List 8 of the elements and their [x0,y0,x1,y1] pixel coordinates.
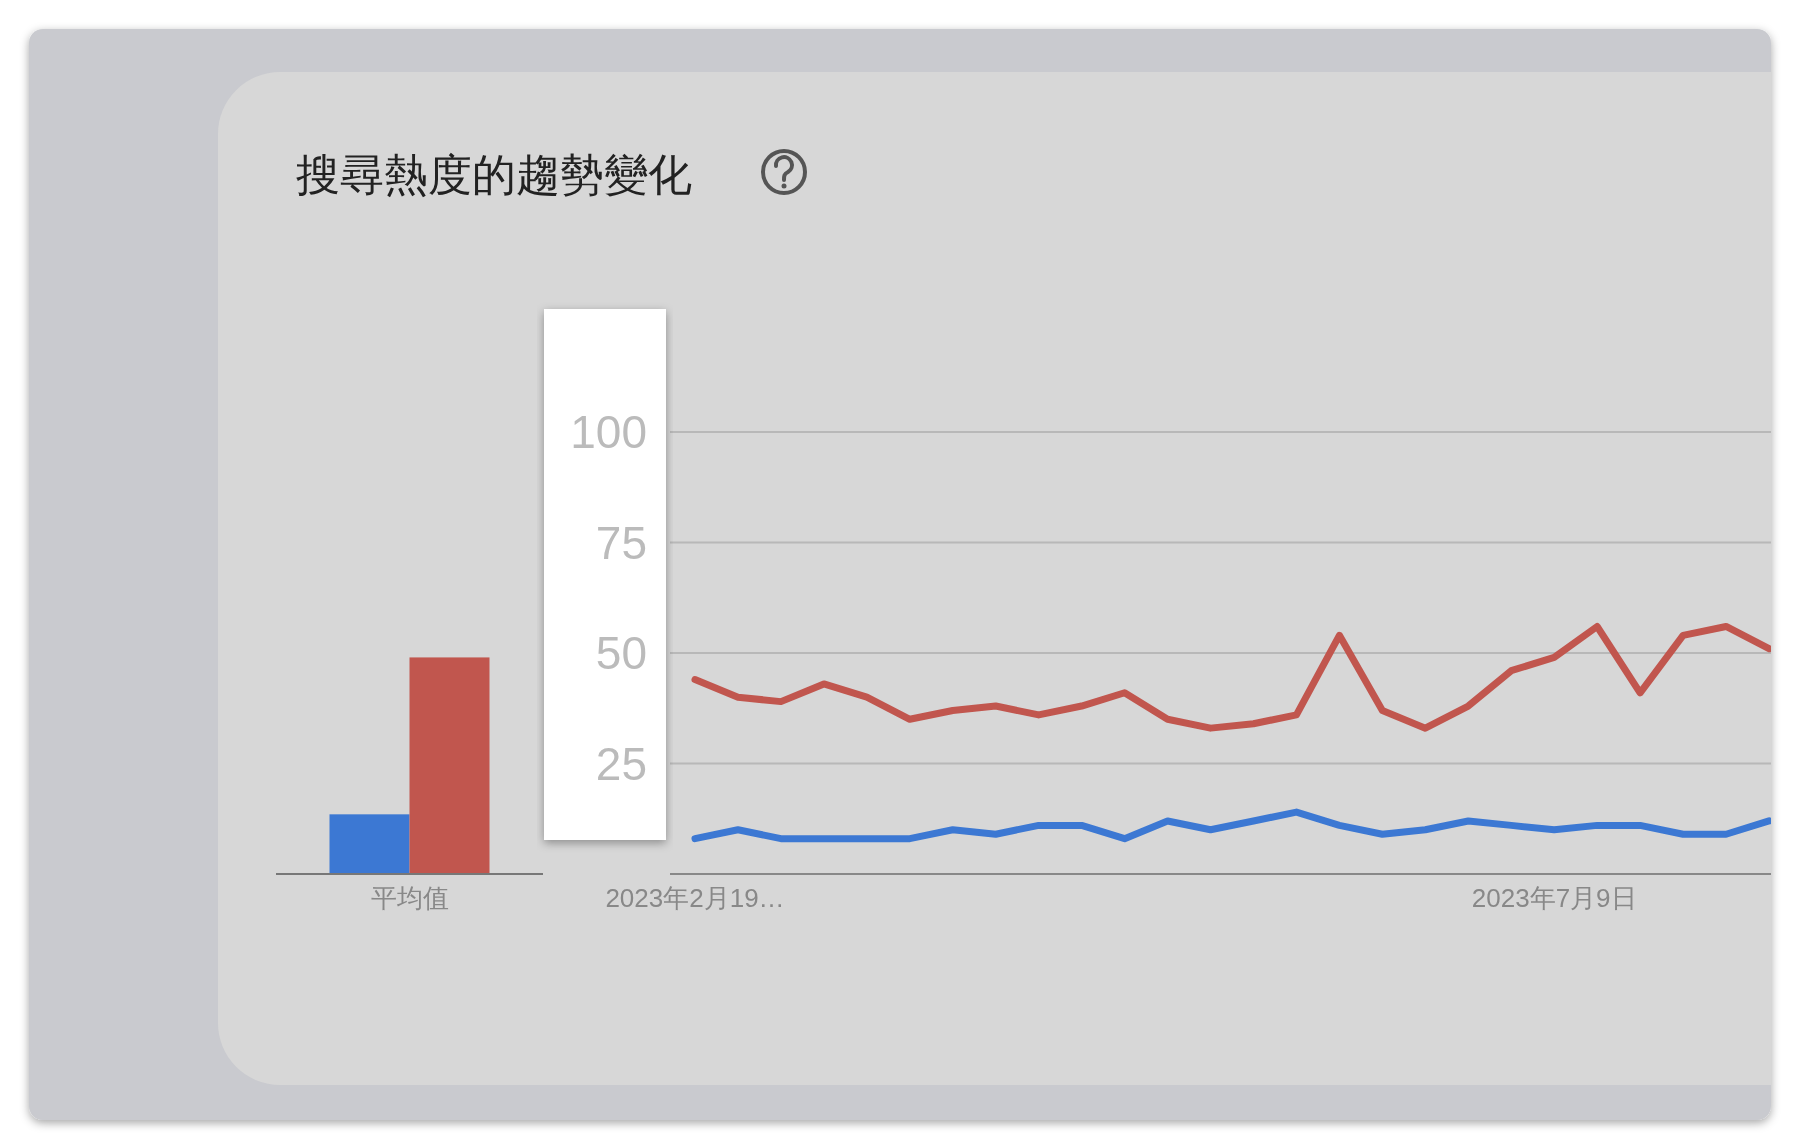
x-tick-label: 2023年7月9日 [1471,883,1637,913]
y-tick-label: 50 [595,627,647,679]
y-tick-label: 75 [595,516,647,569]
y-tick-label: 25 [595,737,647,790]
x-tick-label: 平均值 [370,883,449,913]
chart-title: 搜尋熱度的趨勢變化 [296,150,692,199]
x-tick-label: 2023年2月19… [605,883,785,913]
y-tick-label: 100 [570,406,647,458]
